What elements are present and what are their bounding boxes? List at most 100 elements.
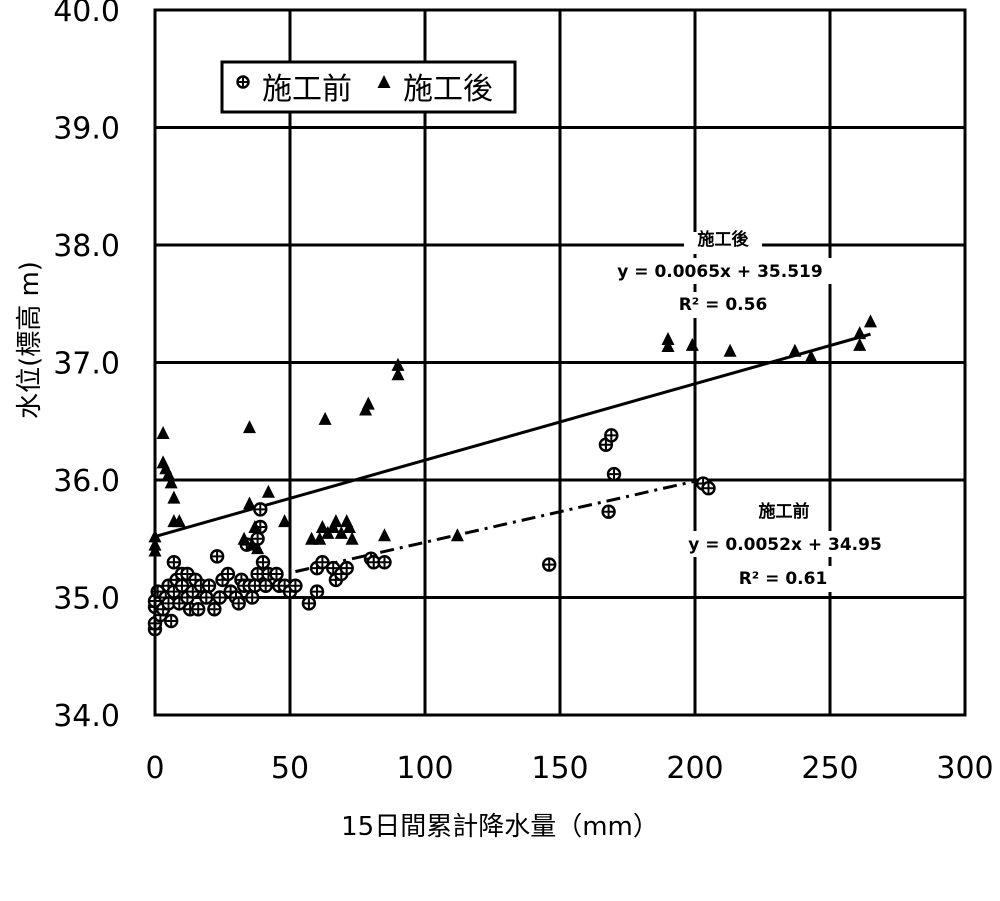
point-before [258,578,273,593]
point-before [604,428,619,443]
point-before [174,578,190,593]
point-after [243,420,256,434]
point-after [164,475,178,489]
point-after [853,326,867,340]
trendline-before [295,476,709,574]
point-after [248,520,262,533]
y-tick-label: 35.0 [53,582,120,617]
point-before [315,555,330,570]
x-tick-label: 100 [396,751,453,786]
point-before [339,560,354,576]
point-after [313,531,327,545]
x-tick-label: 300 [936,751,993,786]
point-before [377,555,392,570]
point-before [220,566,236,582]
point-after [318,411,332,425]
point-before [166,555,182,570]
annot-bg-after-equation [594,258,848,284]
point-after [243,496,256,510]
point-after [167,490,181,504]
x-tick-label: 200 [666,751,723,786]
plot-frame [153,8,967,717]
legend-label-before: 施工前 [262,72,352,107]
point-after [378,528,391,542]
point-after [237,531,251,545]
point-after [345,531,359,545]
annot-before-title: 施工前 [759,501,810,522]
y-axis-title: 水位(標高 m) [15,261,45,419]
point-before [212,590,228,605]
point-after [450,528,464,542]
point-before [606,466,622,482]
point-before [207,602,222,617]
annot-after-equation: y = 0.0065x + 35.519 [617,262,822,282]
point-before [288,578,303,593]
point-before [201,578,217,593]
annot-bg-before-r2 [726,566,840,592]
point-before [253,502,268,517]
point-after [864,314,877,328]
point-before [269,566,284,582]
point-after [251,541,265,555]
point-after [315,520,329,533]
point-before [309,584,325,599]
y-tick-label: 36.0 [53,464,120,499]
point-after [334,525,348,539]
tick-labels: 0 50 100 150 200 250 300 34.0 35.0 36.0 37.0 38.0 39… [53,0,993,786]
point-after [723,343,737,357]
point-after [685,337,699,351]
point-after [261,484,275,498]
point-before [255,555,271,570]
annot-bg-before-equation [666,531,904,557]
legend: 施工前 施工後 [220,60,517,114]
point-after [661,332,675,345]
x-tick-label: 250 [801,751,858,786]
point-after [361,396,375,410]
point-after [661,339,675,353]
legend-label-after: 施工後 [403,72,493,107]
point-after [172,514,186,528]
y-tick-label: 39.0 [53,112,120,147]
point-after [391,367,405,381]
y-tick-label: 38.0 [53,229,120,264]
annot-bg-after-title [684,232,762,254]
point-before [244,590,260,605]
y-tick-label: 40.0 [53,0,120,29]
point-before [701,481,716,496]
legend-marker-after [377,75,391,88]
point-before [301,596,317,611]
x-axis-title: 15日間累計降水量（mm） [341,812,659,842]
annot-after-r2: R² = 0.56 [679,295,768,315]
point-after [788,343,802,357]
annot-bg-after-r2 [660,292,790,318]
annot-before-equation: y = 0.0052x + 34.95 [688,535,882,555]
annot-after-title: 施工後 [698,229,750,250]
point-before [190,602,206,617]
point-after [391,357,405,371]
point-before [199,590,214,605]
point-before [209,549,225,564]
point-before [163,613,179,629]
point-before [542,557,557,572]
y-tick-label: 34.0 [53,699,120,734]
legend-marker-before [236,75,250,89]
trendlines [154,332,871,574]
point-after [278,514,292,528]
point-before [231,596,246,611]
x-tick-label: 150 [531,751,588,786]
grid-lines [155,10,965,715]
point-after [804,349,818,363]
annot-bg-before-title [750,499,818,521]
point-before [601,504,616,519]
annot-before-r2: R² = 0.61 [739,569,828,589]
point-after [329,514,343,528]
point-after [342,520,356,533]
point-after [853,337,867,351]
data-points [147,314,877,637]
point-after [156,426,170,439]
legend-box [220,60,517,114]
x-tick-label: 50 [271,751,309,786]
y-tick-label: 37.0 [53,347,120,382]
trendline-annotations: 施工後 y = 0.0065x + 35.519 R² = 0.56 施工前 y… [594,229,904,592]
